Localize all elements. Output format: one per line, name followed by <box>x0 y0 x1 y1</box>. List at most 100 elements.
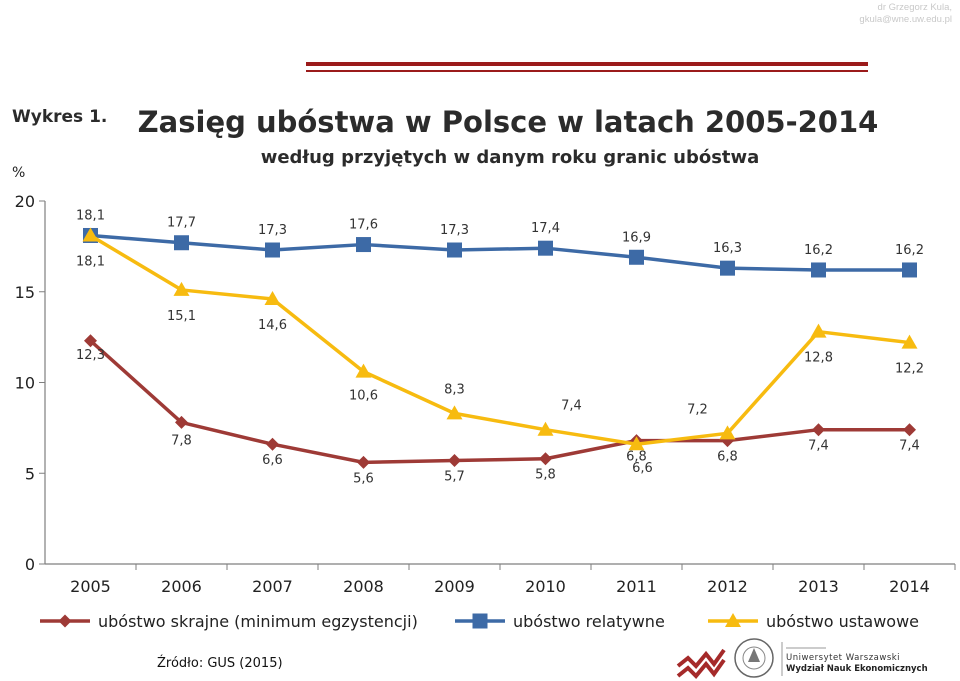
legend-item: ubóstwo skrajne (minimum egzystencji) <box>40 612 418 631</box>
chart-label-prefix: Wykres 1. <box>12 107 107 127</box>
data-label: 14,6 <box>258 318 287 333</box>
data-label: 17,6 <box>349 218 378 233</box>
y-tick-label: 10 <box>15 374 35 393</box>
y-axis-label: % <box>12 165 25 181</box>
data-label: 17,4 <box>531 221 560 236</box>
university-logo: Uniwersytet Warszawski Wydział Nauk Ekon… <box>676 638 928 679</box>
x-tick-label: 2012 <box>707 577 748 596</box>
data-label: 7,8 <box>171 433 192 448</box>
author-name: dr Grzegorz Kula, <box>877 2 952 13</box>
data-label: 12,8 <box>804 351 833 366</box>
data-point <box>264 291 281 306</box>
series-3: 18,1 15,1 14,6 10,6 8,3 7,4 6,6 7,2 12,8 12,2 <box>76 227 924 476</box>
y-tick-label: 5 <box>25 464 35 483</box>
data-point <box>82 227 99 242</box>
x-tick-label: 2006 <box>161 577 202 596</box>
data-label: 18,1 <box>76 254 105 269</box>
x-tick-label: 2011 <box>616 577 657 596</box>
university-seal-icon <box>734 638 774 678</box>
author-credit: dr Grzegorz Kula, gkula@wne.uw.edu.pl <box>832 2 952 26</box>
y-tick-label: 15 <box>15 283 35 302</box>
chart-title: Zasięg ubóstwa w Polsce w latach 2005-20… <box>138 105 879 139</box>
legend-item: ubóstwo ustawowe <box>708 612 919 631</box>
series-line <box>89 233 910 446</box>
header-divider <box>306 62 868 72</box>
x-tick-label: 2014 <box>889 577 930 596</box>
data-label: 17,3 <box>258 223 287 238</box>
series-line <box>89 339 910 465</box>
chart-figure: Wykres 1. Zasięg ubóstwa w Polsce w lata… <box>0 86 960 638</box>
data-point <box>628 436 645 451</box>
divider-line-thick <box>306 62 868 66</box>
x-tick-label: 2005 <box>70 577 111 596</box>
data-point <box>265 242 280 258</box>
data-point <box>448 454 461 468</box>
data-point <box>447 242 462 258</box>
data-point <box>537 421 554 436</box>
university-name: Uniwersytet Warszawski <box>786 653 900 663</box>
legend-label: ubóstwo ustawowe <box>766 612 919 631</box>
data-point <box>356 237 371 253</box>
x-tick-label: 2007 <box>252 577 293 596</box>
data-point <box>811 262 826 278</box>
data-label: 5,6 <box>353 471 374 486</box>
x-tick-label: 2008 <box>343 577 384 596</box>
data-label: 6,8 <box>626 450 647 465</box>
legend-marker <box>472 613 488 629</box>
y-tick-label: 0 <box>25 555 35 574</box>
data-label: 6,6 <box>262 453 283 468</box>
data-point <box>175 415 188 429</box>
data-point <box>357 455 370 469</box>
series-1: 12,3 7,8 6,6 5,6 5,7 5,8 6,8 6,8 7,4 7,4 <box>76 334 920 486</box>
data-label: 16,2 <box>895 243 924 258</box>
data-point <box>538 240 553 256</box>
data-label: 12,3 <box>76 348 105 363</box>
data-label: 16,9 <box>622 230 651 245</box>
data-label: 10,6 <box>349 389 378 404</box>
legend-marker <box>58 614 72 628</box>
data-point <box>902 262 917 278</box>
data-label: 7,4 <box>899 439 920 454</box>
data-label: 6,8 <box>717 450 738 465</box>
legend-marker <box>725 613 741 627</box>
data-label: 12,2 <box>895 362 924 377</box>
data-point <box>173 281 190 296</box>
data-point <box>539 452 552 466</box>
data-label: 17,7 <box>167 216 196 231</box>
data-label: 6,6 <box>632 461 653 476</box>
data-point <box>174 235 189 251</box>
data-label: 7,4 <box>561 399 582 414</box>
chart-subtitle: według przyjętych w danym roku granic ub… <box>261 147 760 168</box>
legend-label: ubóstwo skrajne (minimum egzystencji) <box>98 612 418 631</box>
source-note: Źródło: GUS (2015) <box>157 656 283 671</box>
divider-line-thin <box>306 70 868 72</box>
data-label: 16,2 <box>804 243 833 258</box>
data-point <box>266 437 279 451</box>
data-label: 5,7 <box>444 470 465 485</box>
data-point <box>903 423 916 437</box>
data-label: 7,4 <box>808 439 829 454</box>
data-point <box>629 249 644 265</box>
data-point <box>812 423 825 437</box>
data-label: 8,3 <box>444 382 465 397</box>
university-seal-inner <box>742 646 766 670</box>
data-point <box>719 425 736 440</box>
author-email: gkula@wne.uw.edu.pl <box>859 14 952 25</box>
data-label: 18,1 <box>76 208 105 223</box>
data-label: 7,2 <box>687 402 708 417</box>
data-point <box>901 334 918 349</box>
legend-item: ubóstwo relatywne <box>455 612 665 631</box>
data-label: 17,3 <box>440 223 469 238</box>
data-point <box>84 334 97 348</box>
data-point <box>446 405 463 420</box>
data-point <box>720 260 735 276</box>
faculty-name: Wydział Nauk Ekonomicznych <box>786 664 928 674</box>
series-2: 18,1 17,7 17,3 17,6 17,3 17,4 16,9 16,3 16,2 16,2 <box>76 208 924 278</box>
line-chart: Wykres 1. Zasięg ubóstwa w Polsce w lata… <box>12 105 956 631</box>
y-tick-label: 20 <box>15 192 35 211</box>
wne-logo-mark-lower <box>676 658 726 679</box>
data-label: 15,1 <box>167 309 196 324</box>
data-label: 16,3 <box>713 241 742 256</box>
data-point <box>810 323 827 338</box>
seal-eagle-icon <box>748 648 760 662</box>
